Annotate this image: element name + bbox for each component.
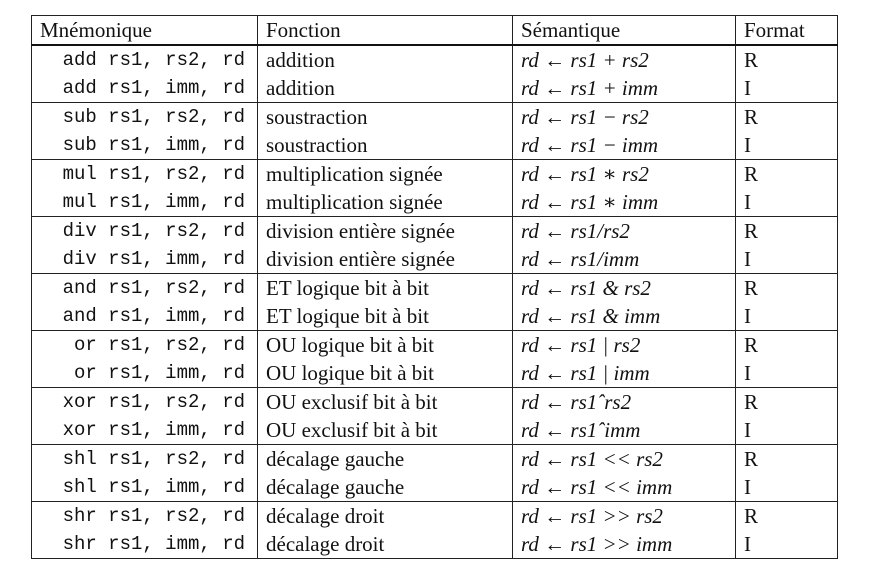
table-row: mul rs1, rs2, rd multiplication signée rd … — [31, 159, 838, 188]
table-row: sub rs1, rs2, rd soustraction rd ← rs1 − r… — [31, 102, 838, 131]
mnemonic-cell: and rs1, imm, rd — [31, 302, 258, 331]
semantic-cell: rd ← rs1 − imm — [512, 131, 736, 160]
header-mnemonic: Mnémonique — [31, 15, 258, 46]
table-row: or rs1, rs2, rd OU logique bit à bit rd ← … — [31, 330, 838, 359]
format-cell: R — [735, 273, 838, 302]
mnemonic-cell: add rs1, imm, rd — [31, 74, 258, 103]
format-cell: R — [735, 102, 838, 131]
mnemonic-cell: xor rs1, imm, rd — [31, 416, 258, 445]
header-function: Fonction — [257, 15, 513, 46]
mnemonic-cell: shr rs1, imm, rd — [31, 530, 258, 559]
semantic-cell: rd ← rs1 >> imm — [512, 530, 736, 559]
function-cell: OU logique bit à bit — [257, 330, 513, 359]
function-cell: OU exclusif bit à bit — [257, 387, 513, 416]
function-cell: multiplication signée — [257, 188, 513, 217]
semantic-cell: rd ← rs1 + imm — [512, 74, 736, 103]
header-format: Format — [735, 15, 838, 46]
format-cell: R — [735, 501, 838, 530]
function-cell: décalage droit — [257, 530, 513, 559]
table-row: div rs1, imm, rd division entière signée r… — [31, 245, 838, 274]
format-cell: I — [735, 359, 838, 388]
mnemonic-cell: or rs1, rs2, rd — [31, 330, 258, 359]
format-cell: I — [735, 416, 838, 445]
mnemonic-cell: shl rs1, rs2, rd — [31, 444, 258, 473]
format-cell: R — [735, 330, 838, 359]
function-cell: ET logique bit à bit — [257, 302, 513, 331]
table-row: and rs1, rs2, rd ET logique bit à bit rd ←… — [31, 273, 838, 302]
format-cell: I — [735, 245, 838, 274]
function-cell: addition — [257, 74, 513, 103]
format-cell: I — [735, 188, 838, 217]
format-cell: I — [735, 74, 838, 103]
mnemonic-cell: sub rs1, rs2, rd — [31, 102, 258, 131]
semantic-cell: rd ← rs1/rs2 — [512, 216, 736, 245]
table-row: div rs1, rs2, rd division entière signée r… — [31, 216, 838, 245]
table-row: mul rs1, imm, rd multiplication signée rd … — [31, 188, 838, 217]
table-row: or rs1, imm, rd OU logique bit à bit rd ← … — [31, 359, 838, 388]
mnemonic-cell: and rs1, rs2, rd — [31, 273, 258, 302]
semantic-cell: rd ← rs1 & rs2 — [512, 273, 736, 302]
function-cell: soustraction — [257, 131, 513, 160]
semantic-cell: rd ← rs1/imm — [512, 245, 736, 274]
function-cell: décalage gauche — [257, 444, 513, 473]
function-cell: décalage gauche — [257, 473, 513, 502]
table-row: shl rs1, rs2, rd décalage gauche rd ← rs1 … — [31, 444, 838, 473]
function-cell: OU exclusif bit à bit — [257, 416, 513, 445]
format-cell: I — [735, 302, 838, 331]
table-row: add rs1, imm, rd addition rd ← rs1 + imm I — [31, 74, 838, 103]
function-cell: décalage droit — [257, 501, 513, 530]
table-row: and rs1, imm, rd ET logique bit à bit rd ←… — [31, 302, 838, 331]
function-cell: OU logique bit à bit — [257, 359, 513, 388]
table-row: xor rs1, imm, rd OU exclusif bit à bit rd … — [31, 416, 838, 445]
format-cell: I — [735, 473, 838, 502]
table-row: xor rs1, rs2, rd OU exclusif bit à bit rd … — [31, 387, 838, 416]
semantic-cell: rd ← rs1ˆimm — [512, 416, 736, 445]
table-row: sub rs1, imm, rd soustraction rd ← rs1 − i… — [31, 131, 838, 160]
mnemonic-cell: div rs1, rs2, rd — [31, 216, 258, 245]
semantic-cell: rd ← rs1 + rs2 — [512, 44, 736, 74]
mnemonic-cell: shl rs1, imm, rd — [31, 473, 258, 502]
semantic-cell: rd ← rs1 | rs2 — [512, 330, 736, 359]
semantic-cell: rd ← rs1 − rs2 — [512, 102, 736, 131]
mnemonic-cell: mul rs1, imm, rd — [31, 188, 258, 217]
format-cell: R — [735, 159, 838, 188]
function-cell: soustraction — [257, 102, 513, 131]
semantic-cell: rd ← rs1ˆrs2 — [512, 387, 736, 416]
mnemonic-cell: add rs1, rs2, rd — [31, 44, 258, 74]
mnemonic-cell: or rs1, imm, rd — [31, 359, 258, 388]
header-row: Mnémonique Fonction Sémantique Format — [31, 15, 838, 46]
function-cell: multiplication signée — [257, 159, 513, 188]
header-semantic: Sémantique — [512, 15, 736, 46]
semantic-cell: rd ← rs1 & imm — [512, 302, 736, 331]
function-cell: ET logique bit à bit — [257, 273, 513, 302]
format-cell: R — [735, 387, 838, 416]
semantic-cell: rd ← rs1 << imm — [512, 473, 736, 502]
mnemonic-cell: div rs1, imm, rd — [31, 245, 258, 274]
semantic-cell: rd ← rs1 >> rs2 — [512, 501, 736, 530]
table-row: shr rs1, rs2, rd décalage droit rd ← rs1 >… — [31, 501, 838, 530]
format-cell: R — [735, 44, 838, 74]
table-header: Mnémonique Fonction Sémantique Format — [31, 15, 838, 46]
format-cell: R — [735, 444, 838, 473]
table-row: shl rs1, imm, rd décalage gauche rd ← rs1 … — [31, 473, 838, 502]
mnemonic-cell: shr rs1, rs2, rd — [31, 501, 258, 530]
semantic-cell: rd ← rs1 | imm — [512, 359, 736, 388]
semantic-cell: rd ← rs1 ∗ rs2 — [512, 159, 736, 188]
mnemonic-cell: mul rs1, rs2, rd — [31, 159, 258, 188]
function-cell: division entière signée — [257, 216, 513, 245]
format-cell: R — [735, 216, 838, 245]
format-cell: I — [735, 131, 838, 160]
mnemonic-cell: xor rs1, rs2, rd — [31, 387, 258, 416]
format-cell: I — [735, 530, 838, 559]
instruction-table: Mnémonique Fonction Sémantique Format ad… — [31, 15, 838, 559]
table-row: add rs1, rs2, rd addition rd ← rs1 + rs2 R — [31, 44, 838, 74]
semantic-cell: rd ← rs1 ∗ imm — [512, 188, 736, 217]
function-cell: division entière signée — [257, 245, 513, 274]
table-row: shr rs1, imm, rd décalage droit rd ← rs1 >… — [31, 530, 838, 559]
mnemonic-cell: sub rs1, imm, rd — [31, 131, 258, 160]
semantic-cell: rd ← rs1 << rs2 — [512, 444, 736, 473]
function-cell: addition — [257, 44, 513, 74]
